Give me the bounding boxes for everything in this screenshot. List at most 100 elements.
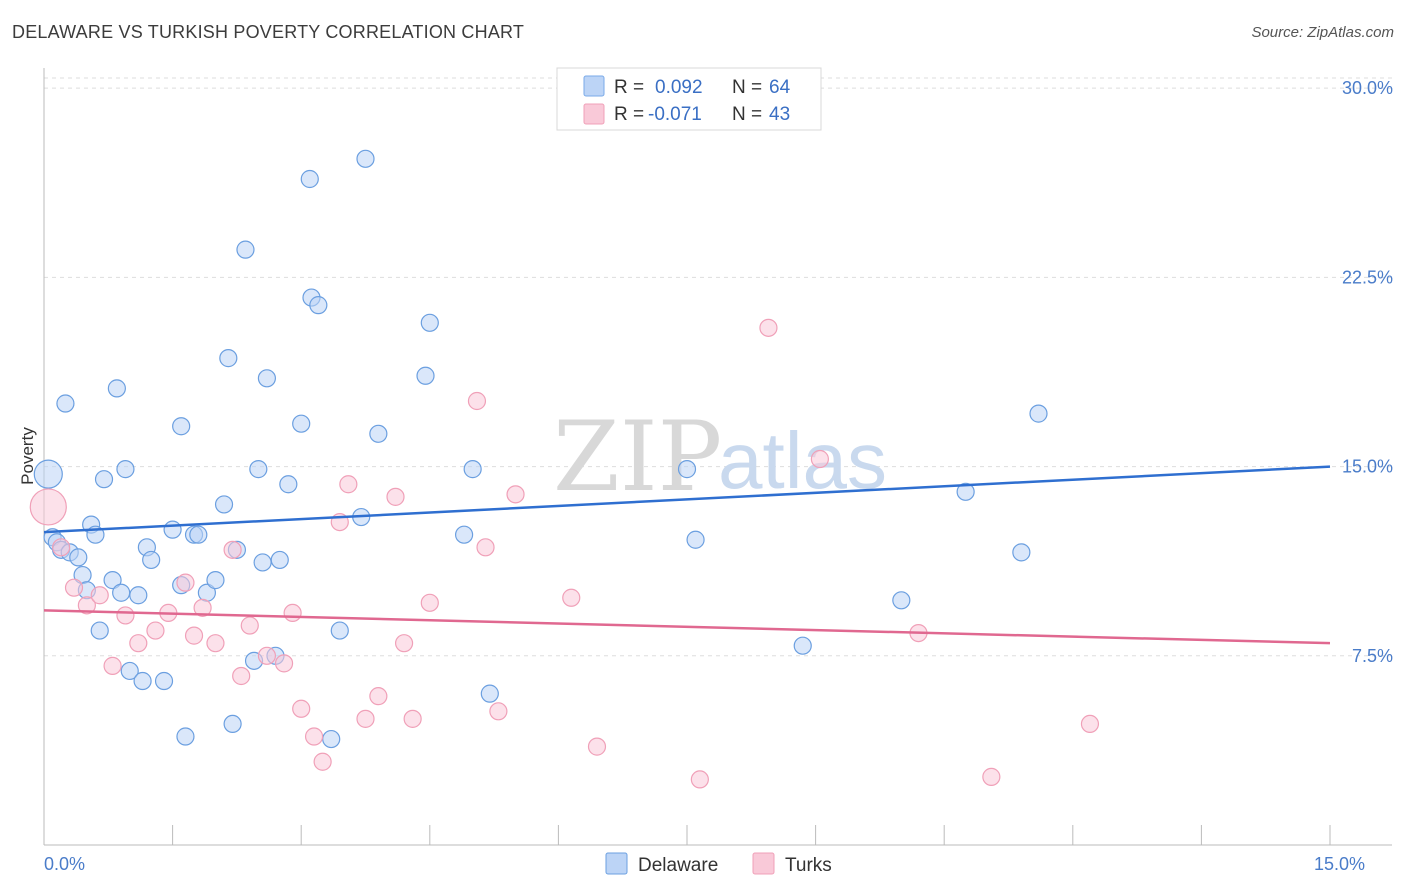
chart-title: DELAWARE VS TURKISH POVERTY CORRELATION …: [12, 22, 525, 42]
data-points: [29, 149, 1100, 789]
legend-n-label: N =: [732, 77, 762, 98]
data-point-delaware: [103, 571, 122, 590]
data-point-turks: [146, 621, 165, 640]
data-point-delaware: [454, 525, 474, 544]
data-point-delaware: [223, 714, 242, 734]
data-point-delaware: [322, 729, 341, 749]
data-point-delaware: [154, 671, 174, 691]
data-point-turks: [304, 727, 324, 746]
series-legend-label-turks: Turks: [785, 855, 832, 876]
data-point-delaware: [120, 661, 139, 681]
data-point-turks: [476, 538, 495, 557]
y-tick-label: 30.0%: [1342, 78, 1393, 98]
data-point-delaware: [33, 459, 63, 489]
data-point-turks: [1080, 714, 1100, 734]
data-point-turks: [292, 699, 311, 718]
data-point-turks: [90, 586, 109, 605]
data-point-delaware: [253, 553, 272, 572]
data-point-delaware: [793, 636, 812, 655]
series-legend-swatch-turks: [752, 852, 775, 875]
data-point-turks: [206, 634, 225, 653]
legend-r-value: 0.092: [655, 77, 703, 98]
data-point-delaware: [133, 671, 152, 691]
data-point-delaware: [420, 313, 439, 332]
data-point-turks: [313, 752, 332, 771]
x-tick-label: 15.0%: [1314, 854, 1365, 874]
grid-lines: [44, 77, 1392, 657]
data-point-turks: [386, 487, 405, 506]
data-point-turks: [52, 538, 71, 557]
watermark-zip: ZIP: [553, 401, 722, 513]
data-point-turks: [129, 634, 148, 653]
data-point-turks: [116, 606, 135, 625]
data-point-delaware: [330, 621, 349, 640]
data-point-delaware: [956, 482, 975, 501]
data-point-delaware: [279, 475, 298, 494]
trend-line-turks: [43, 609, 1331, 645]
data-point-delaware: [309, 296, 328, 315]
data-point-delaware: [677, 460, 697, 479]
data-point-delaware: [116, 460, 135, 479]
data-point-delaware: [1029, 404, 1048, 423]
legend-swatch-turks: [583, 103, 605, 125]
source-label: Source: ZipAtlas.com: [1251, 24, 1394, 41]
data-point-delaware: [69, 548, 88, 567]
data-point-turks: [184, 626, 204, 645]
data-point-delaware: [369, 424, 388, 443]
data-point-turks: [339, 475, 358, 494]
data-point-delaware: [480, 684, 499, 703]
data-point-turks: [562, 588, 581, 607]
correlation-legend: R = 0.092 N = 64 R = -0.071 N = 43: [556, 67, 822, 131]
data-point-turks: [257, 646, 277, 665]
data-point-turks: [240, 616, 259, 635]
data-point-turks: [103, 656, 122, 675]
data-point-turks: [394, 634, 414, 653]
data-point-turks: [232, 666, 251, 686]
data-point-delaware: [163, 520, 182, 539]
data-point-delaware: [1012, 543, 1031, 562]
data-point-turks: [193, 598, 212, 617]
data-point-turks: [77, 596, 96, 615]
data-point-turks: [467, 391, 487, 411]
legend-r-value: -0.071: [648, 104, 702, 125]
data-point-delaware: [236, 240, 255, 259]
data-point-delaware: [142, 550, 161, 570]
series-legend-swatch-delaware: [605, 852, 628, 875]
trend-lines: [43, 465, 1331, 645]
data-point-delaware: [94, 470, 114, 489]
data-point-turks: [369, 687, 388, 706]
watermark: ZIP atlas: [553, 401, 887, 513]
data-point-delaware: [219, 349, 238, 368]
series-legend-label-delaware: Delaware: [638, 855, 718, 876]
data-point-delaware: [249, 460, 268, 479]
data-point-delaware: [292, 414, 311, 433]
data-point-delaware: [463, 460, 482, 479]
data-point-delaware: [892, 591, 911, 610]
data-point-delaware: [172, 417, 191, 436]
data-point-delaware: [214, 495, 234, 514]
legend-r-label: R =: [614, 104, 644, 125]
y-tick-label: 7.5%: [1352, 646, 1393, 666]
y-tick-label: 22.5%: [1342, 267, 1393, 287]
data-point-delaware: [270, 550, 289, 570]
data-point-delaware: [257, 369, 277, 388]
data-point-turks: [420, 593, 439, 612]
data-point-delaware: [206, 571, 225, 590]
trend-line-delaware: [43, 465, 1331, 534]
data-point-turks: [176, 573, 195, 592]
data-point-turks: [356, 709, 375, 728]
axes: 7.5% 15.0% 22.5% 30.0% 0.0% 15.0%: [43, 68, 1393, 874]
x-tick-label: 0.0%: [44, 854, 85, 874]
data-point-turks: [29, 488, 67, 526]
data-point-delaware: [176, 727, 195, 746]
y-tick-label: 15.0%: [1342, 457, 1393, 477]
data-point-turks: [759, 318, 778, 337]
data-point-delaware: [90, 621, 109, 640]
legend-swatch-delaware: [583, 75, 605, 97]
data-point-delaware: [356, 149, 375, 168]
data-point-turks: [64, 578, 84, 597]
data-point-turks: [223, 540, 242, 559]
data-point-turks: [274, 654, 294, 673]
data-point-turks: [982, 767, 1001, 786]
y-axis-title: Poverty: [18, 427, 37, 485]
